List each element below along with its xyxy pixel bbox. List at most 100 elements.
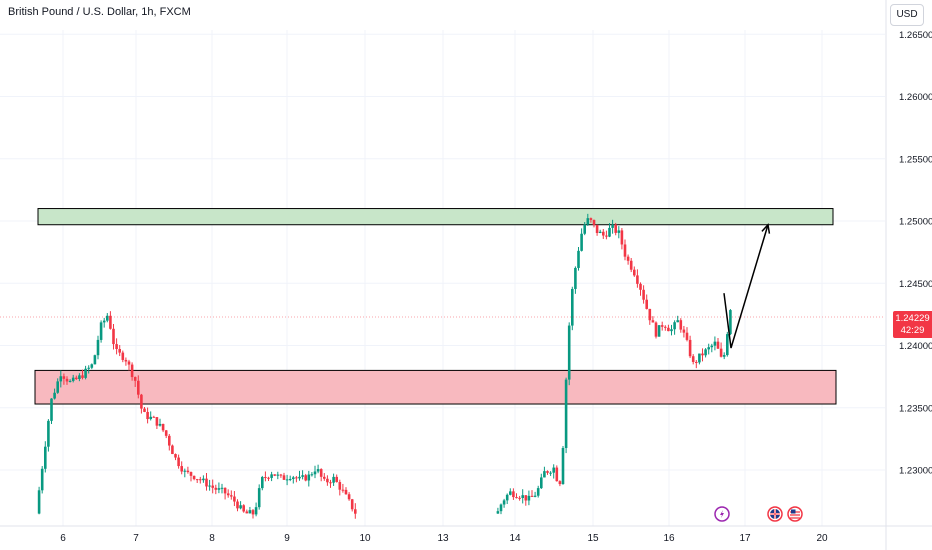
candle-body (99, 322, 103, 340)
candle-body (143, 408, 146, 412)
candle-body (670, 329, 673, 332)
candle-body (651, 320, 655, 323)
candle-body (598, 231, 602, 233)
candle-body (282, 475, 286, 480)
y-tick-label: 1.23500 (899, 403, 932, 414)
candle-body (664, 326, 667, 328)
candle-body (617, 230, 621, 233)
y-tick-label: 1.26000 (899, 92, 932, 103)
candle-body (698, 353, 701, 363)
candle-body (682, 329, 686, 333)
candle-body (546, 471, 549, 473)
candle-body (223, 487, 227, 494)
x-tick-label: 10 (359, 533, 371, 544)
candle-body (118, 349, 121, 353)
candle-body (577, 250, 580, 268)
candle-body (217, 488, 221, 490)
candle-body (660, 325, 664, 327)
candle-body (673, 322, 676, 330)
candle-body (574, 267, 577, 289)
candle-body (152, 416, 156, 418)
candle-body (109, 315, 112, 329)
candle-body (208, 485, 211, 487)
candle-body (611, 224, 614, 228)
candle-body (304, 475, 307, 481)
candle-body (112, 328, 115, 345)
candle-body (586, 218, 590, 225)
candle-body (186, 470, 190, 473)
y-tick-label: 1.25500 (899, 154, 932, 165)
candle-body (121, 352, 125, 360)
current-price-tag: 1.24229 42:29 (893, 311, 932, 338)
candle-body (254, 507, 258, 515)
candle-body (595, 224, 599, 233)
candle-body (158, 423, 162, 426)
candle-body (713, 341, 717, 346)
candle-body (629, 260, 633, 270)
candle-body (344, 489, 348, 495)
candle-body (592, 219, 596, 225)
candle-body (313, 471, 317, 475)
candle-body (341, 489, 345, 491)
candle-body (608, 227, 611, 237)
projection-path[interactable] (723, 224, 769, 349)
candle-body (679, 320, 683, 330)
x-tick-label: 7 (133, 533, 139, 544)
lightning-event-icon[interactable] (714, 506, 730, 522)
candle-body (639, 283, 642, 290)
candle-body (518, 497, 521, 499)
candle-body (295, 477, 298, 479)
candle-body (505, 494, 509, 501)
candle-body (75, 377, 78, 379)
candle-body (298, 476, 301, 479)
candle-body (242, 505, 245, 512)
candle-body (543, 471, 546, 478)
candle-body (307, 474, 311, 481)
candle-body (192, 475, 196, 480)
candle-body (130, 364, 134, 378)
candle-body (567, 325, 571, 380)
x-tick-label: 13 (437, 533, 449, 544)
candle-body (96, 339, 100, 356)
candle-body (155, 417, 159, 426)
candle-body (189, 472, 193, 476)
us-flag-event-icon[interactable] (787, 506, 803, 522)
candle-body (285, 479, 289, 481)
candle-body (211, 485, 214, 488)
candle-body (47, 420, 50, 447)
candle-body (288, 478, 292, 480)
candle-body (633, 269, 636, 276)
candle-body (642, 289, 645, 300)
candle-body (245, 511, 249, 514)
candle-body (68, 380, 72, 382)
currency-button[interactable]: USD (890, 4, 924, 26)
candle-body (251, 510, 255, 515)
candle-body (220, 487, 224, 489)
candle-body (230, 495, 233, 497)
candle-body (710, 345, 714, 348)
candle-body (171, 445, 174, 455)
candle-body (583, 224, 586, 234)
support-zone[interactable] (34, 369, 837, 405)
candle-body (84, 368, 87, 378)
candle-body (549, 472, 552, 474)
candle-body (56, 381, 59, 393)
candle-body (716, 341, 720, 349)
candle-body (202, 478, 205, 481)
candle-body (239, 505, 242, 509)
candle-body (90, 364, 94, 368)
projection-arrowhead[interactable] (761, 223, 771, 234)
candle-body (323, 476, 326, 479)
candle-body (133, 377, 137, 381)
candle-body (329, 482, 332, 484)
y-tick-label: 1.24000 (899, 341, 932, 352)
resistance-zone[interactable] (37, 208, 834, 226)
candle-body (115, 344, 118, 350)
uk-flag-event-icon[interactable] (767, 506, 783, 522)
candle-body (319, 469, 323, 477)
candle-body (707, 347, 710, 350)
y-tick-label: 1.23000 (899, 466, 932, 477)
candle-body (37, 490, 41, 514)
candle-body (561, 447, 565, 485)
